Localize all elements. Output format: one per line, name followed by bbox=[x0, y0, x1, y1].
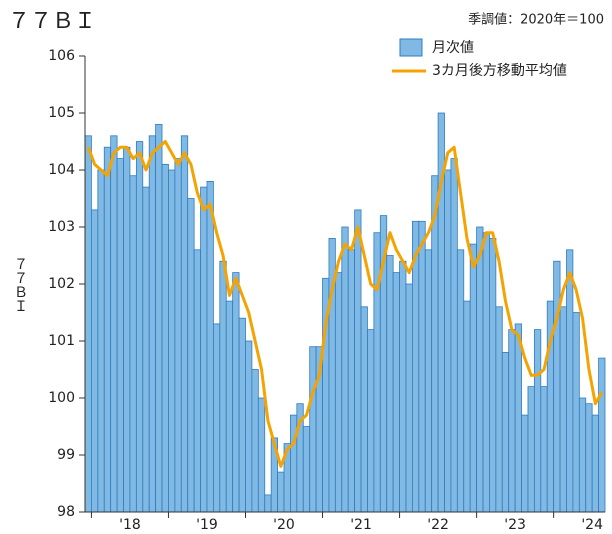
y-tick-label: 106 bbox=[48, 48, 75, 64]
bar bbox=[161, 163, 169, 513]
bar bbox=[97, 169, 105, 513]
legend-label: 3カ月後方移動平均値 bbox=[432, 63, 567, 79]
x-tick-label: '22 bbox=[427, 517, 449, 533]
bar bbox=[334, 272, 343, 513]
y-axis-label: ７７ＢＩ bbox=[12, 257, 28, 313]
x-tick-label: '20 bbox=[273, 517, 295, 533]
bar bbox=[219, 260, 227, 513]
bar bbox=[168, 169, 176, 513]
bar bbox=[399, 260, 407, 513]
y-tick-label: 101 bbox=[48, 333, 75, 349]
moving-average-line bbox=[86, 140, 604, 468]
bar bbox=[135, 141, 144, 513]
bar bbox=[476, 226, 484, 513]
y-tick-label: 98 bbox=[57, 504, 75, 520]
bar bbox=[578, 397, 587, 513]
bar bbox=[91, 209, 99, 513]
y-tick-label: 104 bbox=[48, 162, 75, 178]
bar bbox=[290, 414, 298, 513]
bar bbox=[566, 249, 574, 513]
bar bbox=[116, 158, 124, 513]
bar bbox=[489, 237, 497, 513]
bar bbox=[405, 283, 413, 513]
bar bbox=[245, 340, 253, 513]
bar bbox=[424, 249, 433, 513]
bar bbox=[341, 226, 349, 513]
y-tick-label: 102 bbox=[48, 276, 75, 292]
bar bbox=[495, 306, 503, 513]
bar bbox=[129, 175, 137, 513]
bar bbox=[367, 329, 375, 513]
bar bbox=[533, 329, 542, 513]
bar bbox=[386, 255, 394, 513]
y-tick-label: 103 bbox=[48, 219, 75, 235]
bar bbox=[302, 426, 311, 513]
bar bbox=[193, 249, 201, 513]
bar bbox=[232, 272, 240, 513]
bar bbox=[277, 471, 285, 513]
bar bbox=[418, 220, 426, 513]
bar bbox=[598, 357, 606, 513]
bar bbox=[187, 198, 195, 513]
bar bbox=[591, 414, 599, 513]
legend-label: 月次値 bbox=[432, 40, 474, 56]
x-tick-label: '21 bbox=[350, 517, 372, 533]
bar bbox=[360, 306, 368, 513]
bar bbox=[559, 306, 567, 513]
bar bbox=[264, 494, 272, 513]
bar bbox=[212, 323, 221, 513]
chart-title: ７７ＢＩ bbox=[8, 9, 96, 34]
bar bbox=[392, 272, 400, 513]
bar bbox=[585, 403, 593, 513]
bar bbox=[463, 300, 471, 513]
bar bbox=[431, 175, 439, 513]
bar bbox=[553, 260, 561, 513]
bar bbox=[103, 146, 112, 513]
x-tick-label: '19 bbox=[196, 517, 218, 533]
chart-subtitle: 季調値：2020年＝100 bbox=[468, 12, 604, 28]
bar bbox=[347, 249, 356, 513]
bar bbox=[257, 397, 266, 513]
bar bbox=[572, 312, 580, 513]
bar bbox=[142, 186, 150, 513]
bar bbox=[180, 135, 189, 513]
bar bbox=[456, 249, 465, 513]
x-tick-label: '23 bbox=[504, 517, 526, 533]
bar bbox=[225, 300, 234, 513]
bar bbox=[309, 346, 317, 513]
bar bbox=[521, 414, 529, 513]
bar bbox=[148, 135, 157, 513]
bar bbox=[354, 209, 362, 513]
bar bbox=[238, 317, 246, 513]
legend-swatch bbox=[399, 38, 423, 57]
bar bbox=[450, 158, 458, 513]
bar bbox=[444, 169, 452, 513]
y-tick-label: 105 bbox=[48, 105, 75, 121]
bar bbox=[200, 186, 208, 513]
bar bbox=[501, 351, 510, 513]
bar bbox=[123, 146, 131, 513]
bar bbox=[527, 386, 535, 513]
bar bbox=[469, 243, 478, 513]
bar bbox=[514, 323, 522, 513]
bar bbox=[206, 180, 214, 513]
bar bbox=[110, 135, 118, 513]
x-tick-label: '18 bbox=[119, 517, 141, 533]
bar bbox=[84, 135, 92, 513]
bar bbox=[482, 232, 490, 513]
bar bbox=[251, 369, 259, 513]
bar bbox=[174, 158, 182, 513]
bar bbox=[540, 386, 548, 513]
bar bbox=[508, 329, 516, 513]
bar bbox=[155, 124, 163, 513]
x-tick-label: '24 bbox=[581, 517, 603, 533]
y-tick-label: 100 bbox=[48, 390, 75, 406]
y-tick-label: 99 bbox=[57, 447, 75, 463]
